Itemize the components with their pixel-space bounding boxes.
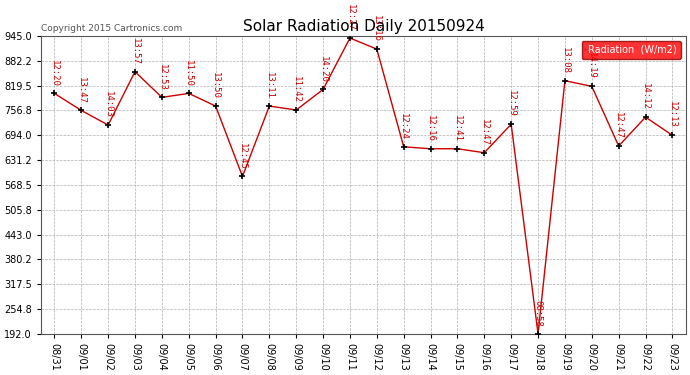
Title: Solar Radiation Daily 20150924: Solar Radiation Daily 20150924 xyxy=(242,18,484,33)
Text: 13:16: 13:16 xyxy=(373,15,382,42)
Text: 12:47: 12:47 xyxy=(614,112,623,139)
Text: Copyright 2015 Cartronics.com: Copyright 2015 Cartronics.com xyxy=(41,24,182,33)
Text: 12:47: 12:47 xyxy=(480,119,489,146)
Text: 12:53: 12:53 xyxy=(157,63,166,90)
Text: 12:24: 12:24 xyxy=(400,113,408,140)
Text: 12:41: 12:41 xyxy=(453,115,462,142)
Legend: Radiation  (W/m2): Radiation (W/m2) xyxy=(582,41,681,59)
Text: 13:11: 13:11 xyxy=(265,72,274,99)
Text: 13:57: 13:57 xyxy=(130,38,139,65)
Text: 14:12: 14:12 xyxy=(641,83,650,110)
Text: 12:59: 12:59 xyxy=(506,90,515,117)
Text: 12:16: 12:16 xyxy=(426,115,435,142)
Text: 14:20: 14:20 xyxy=(319,56,328,82)
Text: 13:47: 13:47 xyxy=(77,76,86,104)
Text: 08:58: 08:58 xyxy=(533,300,542,327)
Text: 14:19: 14:19 xyxy=(587,53,596,80)
Text: 12:20: 12:20 xyxy=(50,60,59,87)
Text: 12:27: 12:27 xyxy=(346,4,355,31)
Text: 12:45: 12:45 xyxy=(238,142,247,170)
Text: 12:13: 12:13 xyxy=(668,102,677,128)
Text: 14:03: 14:03 xyxy=(104,91,112,118)
Text: 13:08: 13:08 xyxy=(560,47,569,74)
Text: 13:50: 13:50 xyxy=(211,72,220,99)
Text: 11:42: 11:42 xyxy=(292,76,301,103)
Text: 11:50: 11:50 xyxy=(184,60,193,87)
